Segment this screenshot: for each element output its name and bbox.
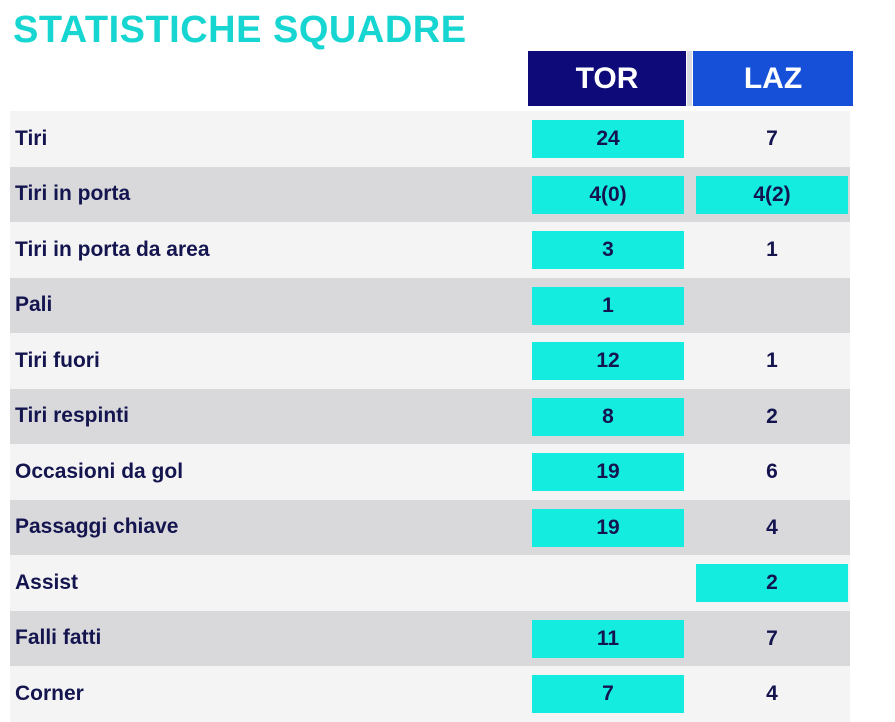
stat-value-tor: 19	[532, 453, 684, 491]
stat-value-laz	[696, 287, 848, 325]
stat-value-laz: 2	[696, 564, 848, 602]
stat-row: Falli fatti 11 7	[10, 610, 850, 666]
stat-row: Tiri in porta 4(0) 4(2)	[10, 166, 850, 222]
header-divider	[687, 51, 692, 106]
stat-value-laz: 2	[766, 404, 778, 428]
page-title: STATISTICHE SQUADRE	[13, 9, 467, 51]
stat-value-laz: 4(2)	[696, 175, 848, 214]
stat-label: Passaggi chiave	[15, 515, 179, 539]
stats-table: Tiri 24 7 Tiri in porta 4(0) 4(2) Tiri in port…	[10, 111, 850, 722]
stat-row: Pali 1	[10, 277, 850, 333]
stat-row: Corner 7 4	[10, 666, 850, 722]
stat-value-laz: 4	[766, 515, 778, 539]
stat-value-laz: 6	[766, 460, 778, 483]
stat-row: Assist 2	[10, 555, 850, 611]
stat-label: Corner	[15, 681, 84, 705]
stat-row: Tiri in porta da area 3 1	[10, 222, 850, 278]
stat-value-tor: 3	[532, 231, 684, 269]
stat-value-tor: 24	[532, 120, 684, 158]
stat-row: Passaggi chiave 19 4	[10, 499, 850, 555]
stat-value-laz: 7	[766, 127, 778, 150]
stat-label: Tiri respinti	[15, 404, 129, 428]
stat-value-laz: 4	[766, 682, 778, 705]
stat-label: Tiri in porta	[15, 182, 131, 206]
stat-label: Tiri fuori	[15, 348, 100, 372]
stat-value-tor: 7	[532, 675, 684, 713]
stat-value-laz: 1	[766, 349, 778, 372]
stat-value-tor: 1	[532, 286, 684, 325]
stat-label: Tiri	[15, 126, 48, 150]
stat-value-tor: 4(0)	[532, 175, 684, 214]
team-header-home: TOR	[528, 51, 686, 106]
stat-value-laz: 1	[766, 238, 778, 261]
stat-value-tor: 11	[532, 619, 684, 658]
stat-label: Occasioni da gol	[15, 459, 184, 483]
stat-value-laz: 7	[766, 626, 778, 650]
stat-row: Tiri respinti 8 2	[10, 388, 850, 444]
stat-row: Occasioni da gol 19 6	[10, 444, 850, 500]
stat-value-tor: 19	[532, 508, 684, 547]
stat-label: Tiri in porta da area	[15, 237, 210, 261]
stat-row: Tiri 24 7	[10, 111, 850, 167]
stat-value-tor	[532, 564, 684, 602]
stat-value-tor: 8	[532, 397, 684, 436]
team-header-away: LAZ	[693, 51, 853, 106]
stat-label: Falli fatti	[15, 626, 102, 650]
stat-value-tor: 12	[532, 342, 684, 380]
stat-row: Tiri fuori 12 1	[10, 333, 850, 389]
stat-label: Pali	[15, 293, 53, 317]
stat-label: Assist	[15, 570, 79, 594]
